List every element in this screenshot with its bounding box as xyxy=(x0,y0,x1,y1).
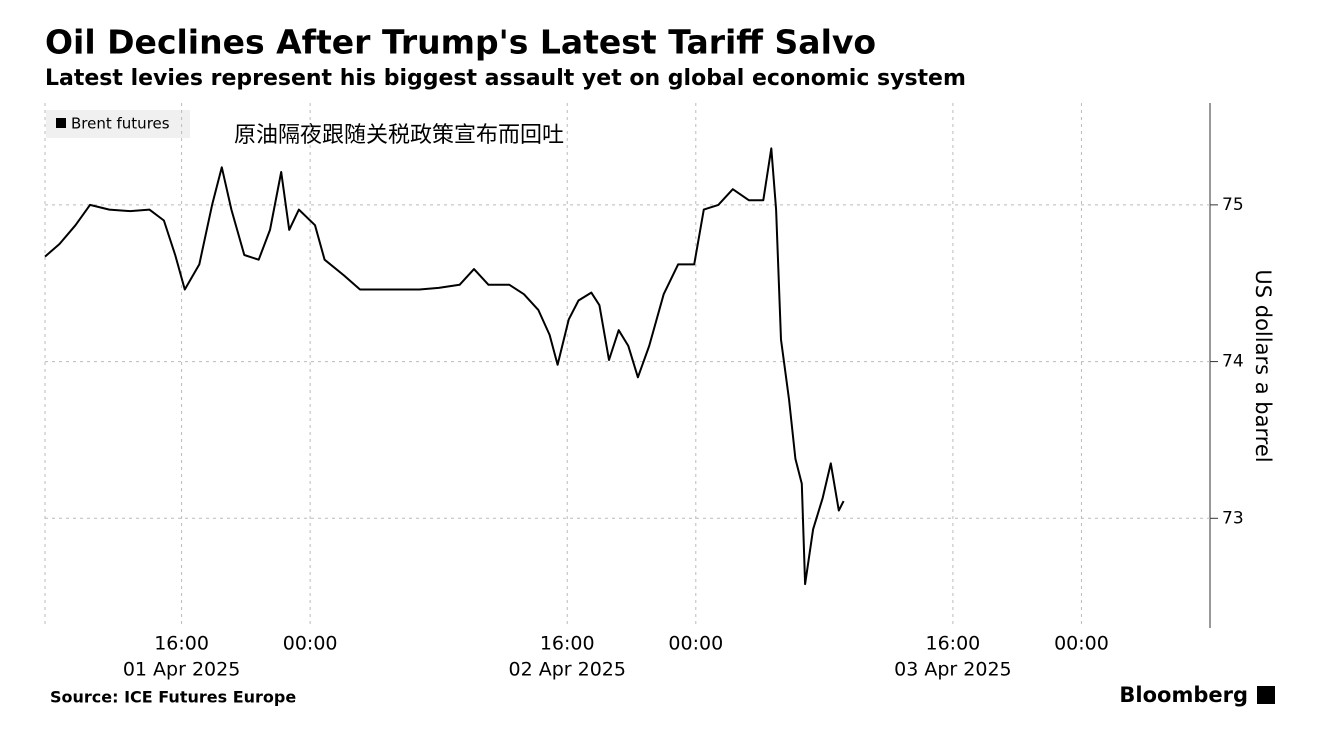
annotation: 原油隔夜跟随关税政策宣布而回吐 xyxy=(234,123,564,148)
x-tick-label: 16:00 xyxy=(540,633,595,655)
x-date-label: 03 Apr 2025 xyxy=(894,659,1011,681)
chart-title: Oil Declines After Trump's Latest Tariff… xyxy=(45,23,876,62)
legend-label: Brent futures xyxy=(71,115,170,133)
x-tick-label: 00:00 xyxy=(1054,633,1109,655)
y-tick-label: 74 xyxy=(1222,352,1244,372)
brand: Bloomberg xyxy=(1119,683,1248,707)
y-tick-label: 75 xyxy=(1222,195,1244,215)
price-line xyxy=(44,147,845,586)
source: Source: ICE Futures Europe xyxy=(50,688,296,707)
x-date-label: 01 Apr 2025 xyxy=(123,659,240,681)
brand-icon xyxy=(1257,686,1275,704)
legend-box xyxy=(46,110,190,138)
y-axis-label: US dollars a barrel xyxy=(1251,269,1275,462)
x-tick-label: 16:00 xyxy=(154,633,209,655)
legend-swatch xyxy=(56,118,66,128)
x-date-label: 02 Apr 2025 xyxy=(508,659,625,681)
x-tick-label: 16:00 xyxy=(926,633,981,655)
y-tick-label: 73 xyxy=(1222,508,1244,528)
x-tick-label: 00:00 xyxy=(283,633,338,655)
chart-subtitle: Latest levies represent his biggest assa… xyxy=(45,66,966,91)
x-tick-label: 00:00 xyxy=(668,633,723,655)
